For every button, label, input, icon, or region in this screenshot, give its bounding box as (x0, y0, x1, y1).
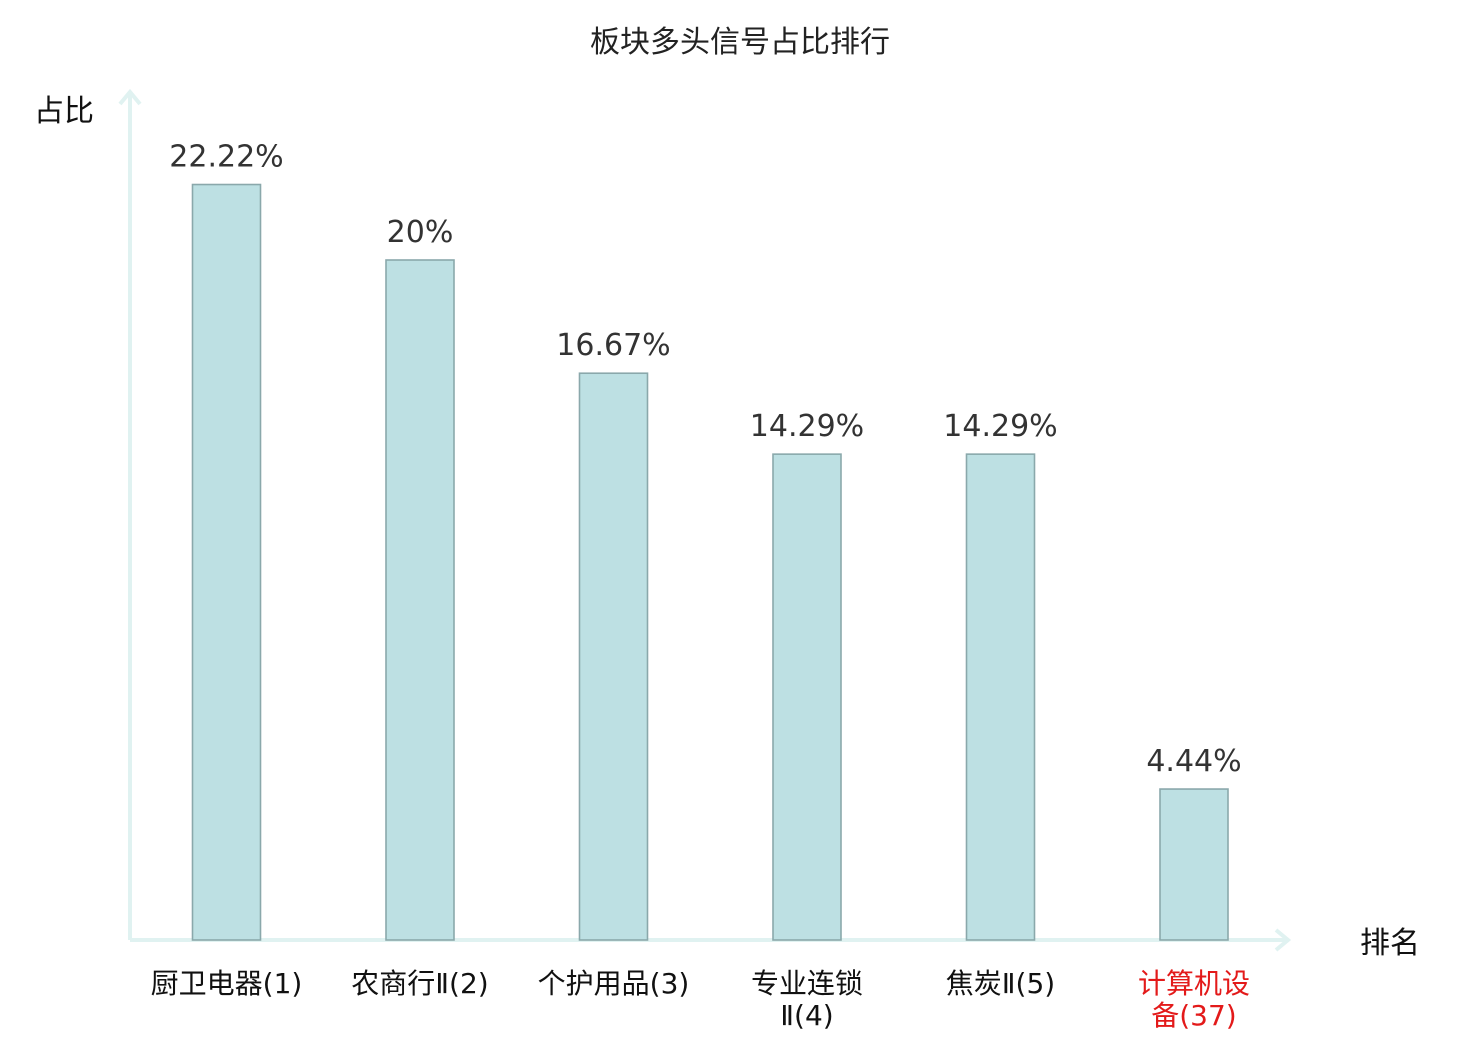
value-label-6: 4.44% (1146, 744, 1241, 779)
value-label-5: 14.29% (943, 409, 1057, 444)
value-label-1: 22.22% (169, 140, 283, 175)
category-label-2: 农商行Ⅱ(2) (351, 967, 488, 1000)
category-label-line: 焦炭Ⅱ(5) (946, 967, 1055, 1000)
category-label-line: 厨卫电器(1) (151, 967, 303, 1000)
category-label-line: 备(37) (1151, 999, 1236, 1032)
category-label-4: 专业连锁 Ⅱ(4) (751, 967, 863, 1032)
value-label-2: 20% (387, 215, 454, 250)
bar-2 (385, 259, 455, 941)
bar-4 (772, 453, 842, 941)
bars-group: 22.22% 厨卫电器(1) 20% 农商行Ⅱ(2) 16.67% 个护用品(3) 14.2… (151, 140, 1250, 1032)
y-axis (118, 88, 142, 940)
category-label-1: 厨卫电器(1) (151, 967, 303, 1000)
bar-3 (578, 372, 649, 941)
category-label-line: 个护用品(3) (538, 967, 690, 1000)
category-label-line: 计算机设 (1138, 967, 1250, 1000)
y-axis-title: 占比 (34, 94, 94, 129)
category-label-line: Ⅱ(4) (780, 999, 833, 1032)
category-label-6: 计算机设备(37) (1138, 967, 1250, 1032)
x-axis-title: 排名 (1360, 926, 1420, 961)
chart-title: 板块多头信号占比排行 (590, 25, 890, 60)
bar-5 (965, 453, 1036, 941)
bar-1 (191, 183, 262, 941)
value-label-3: 16.67% (556, 328, 670, 363)
category-label-3: 个护用品(3) (538, 967, 690, 1000)
bar-6 (1159, 788, 1229, 941)
category-label-5: 焦炭Ⅱ(5) (946, 967, 1055, 1000)
x-axis (130, 928, 1292, 952)
category-label-line: 专业连锁 (751, 967, 863, 1000)
category-label-line: 农商行Ⅱ(2) (351, 967, 488, 1000)
value-label-4: 14.29% (750, 409, 864, 444)
